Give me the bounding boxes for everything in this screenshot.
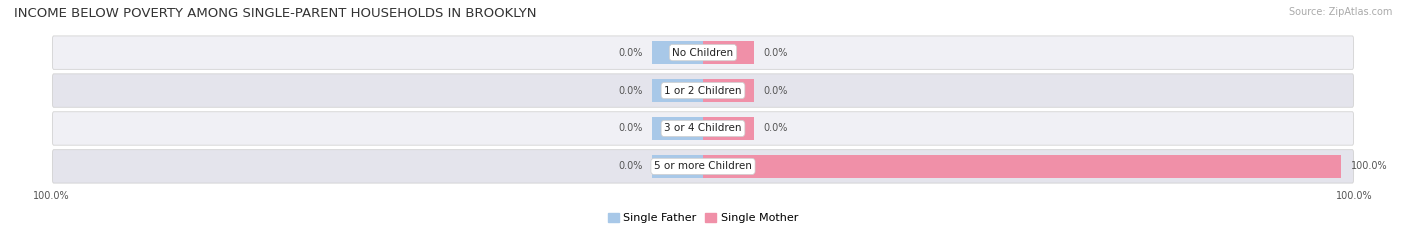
Bar [703, 117, 754, 140]
Text: 0.0%: 0.0% [619, 48, 643, 58]
Text: Source: ZipAtlas.com: Source: ZipAtlas.com [1288, 7, 1392, 17]
Text: 0.0%: 0.0% [763, 86, 787, 96]
Text: 0.0%: 0.0% [763, 123, 787, 134]
Bar [652, 41, 703, 64]
Bar [703, 41, 754, 64]
Text: 0.0%: 0.0% [619, 123, 643, 134]
Legend: Single Father, Single Mother: Single Father, Single Mother [603, 208, 803, 227]
Text: No Children: No Children [672, 48, 734, 58]
Bar [652, 79, 703, 102]
Bar [703, 155, 1341, 178]
Bar [652, 155, 703, 178]
FancyBboxPatch shape [52, 150, 1354, 183]
Text: INCOME BELOW POVERTY AMONG SINGLE-PARENT HOUSEHOLDS IN BROOKLYN: INCOME BELOW POVERTY AMONG SINGLE-PARENT… [14, 7, 537, 20]
FancyBboxPatch shape [52, 74, 1354, 107]
FancyBboxPatch shape [52, 112, 1354, 145]
Text: 0.0%: 0.0% [619, 86, 643, 96]
Text: 1 or 2 Children: 1 or 2 Children [664, 86, 742, 96]
FancyBboxPatch shape [52, 36, 1354, 69]
Text: 0.0%: 0.0% [763, 48, 787, 58]
Bar [703, 79, 754, 102]
Text: 5 or more Children: 5 or more Children [654, 161, 752, 171]
Text: 100.0%: 100.0% [1351, 161, 1388, 171]
Text: 100.0%: 100.0% [34, 191, 70, 201]
Bar [652, 117, 703, 140]
Text: 100.0%: 100.0% [1336, 191, 1372, 201]
Text: 3 or 4 Children: 3 or 4 Children [664, 123, 742, 134]
Text: 0.0%: 0.0% [619, 161, 643, 171]
